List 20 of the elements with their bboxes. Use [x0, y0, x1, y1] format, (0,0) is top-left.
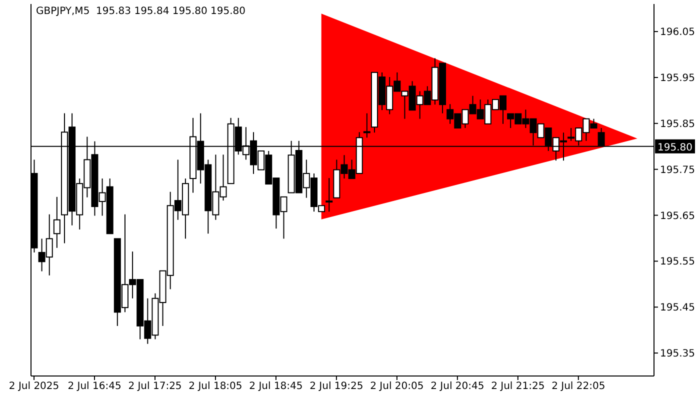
x-tick-label: 2 Jul 20:05 — [370, 381, 424, 392]
x-tick-label: 2 Jul 18:45 — [249, 381, 303, 392]
x-tick-label: 2 Jul 21:25 — [491, 381, 545, 392]
y-tick-label: 196.05 — [660, 27, 695, 38]
y-tick-label: 195.65 — [660, 210, 695, 222]
x-tick-label: 2 Jul 20:45 — [430, 381, 484, 392]
x-tick-label: 2 Jul 2025 — [8, 381, 60, 392]
x-tick-label: 2 Jul 17:25 — [128, 381, 182, 392]
y-tick-label: 195.35 — [660, 348, 695, 360]
x-tick-label: 2 Jul 22:05 — [552, 381, 606, 392]
chart-title: GBPJPY,M5 195.83 195.84 195.80 195.80 — [36, 6, 246, 17]
x-tick-label: 2 Jul 19:25 — [310, 381, 364, 392]
y-tick-label: 195.55 — [660, 256, 695, 268]
y-tick-label: 195.95 — [660, 73, 695, 84]
y-tick-label: 195.75 — [660, 164, 695, 176]
x-tick-label: 2 Jul 18:05 — [188, 381, 242, 392]
ref-line-label: 195.80 — [658, 142, 692, 154]
y-tick-label: 195.45 — [660, 302, 695, 314]
x-tick-label: 2 Jul 16:45 — [68, 381, 122, 392]
y-tick-label: 195.85 — [660, 118, 695, 130]
